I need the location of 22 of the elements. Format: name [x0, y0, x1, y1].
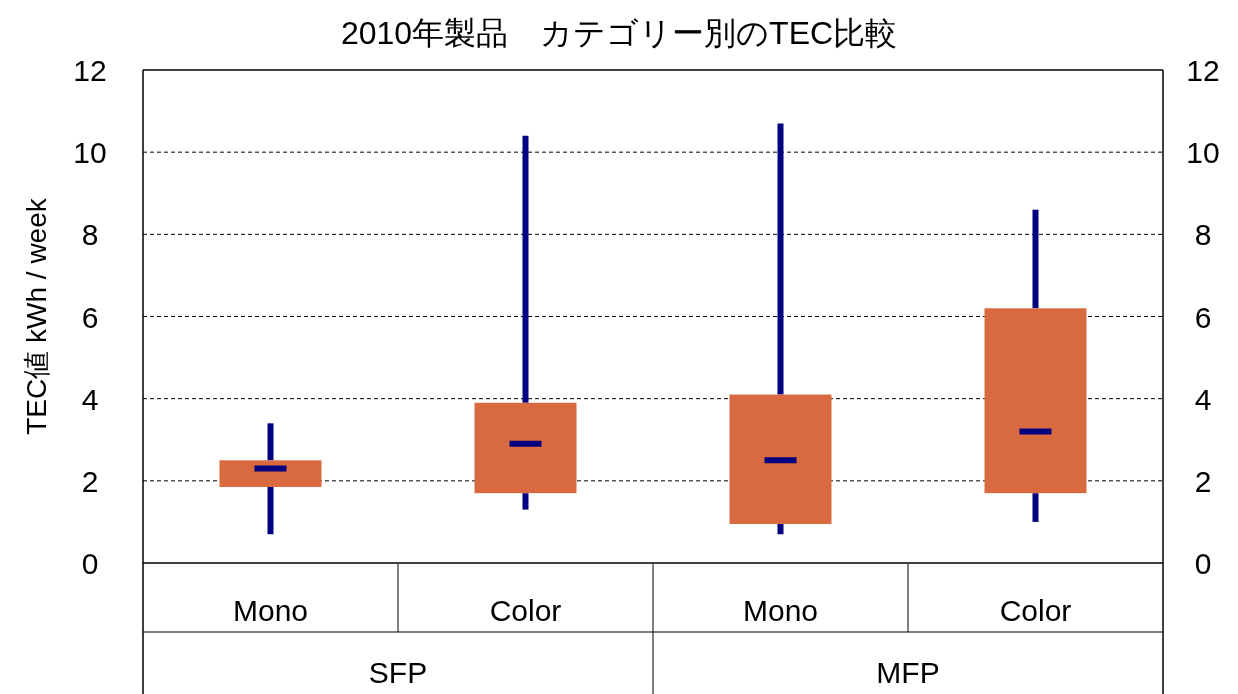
text: SFP — [368, 656, 428, 689]
y-tick-label: 8 — [81, 218, 99, 252]
y-tick-label: 0 — [81, 547, 99, 580]
y2-tick-label: 0 — [1194, 547, 1212, 580]
y-tick-label: 12 — [73, 54, 107, 87]
y-tick-label: 2 — [81, 464, 99, 498]
x-tick-label: Color — [489, 594, 562, 627]
y-tick-label: 6 — [81, 300, 99, 334]
y2-tick-label: 6 — [1194, 300, 1212, 334]
chart-title: 2010年製品 カテゴリー別のTEC比較 — [340, 15, 898, 51]
y2-tick-label: 12 — [1186, 54, 1220, 87]
x-tick-label: Mono — [742, 594, 819, 627]
x-tick-label: Mono — [232, 594, 309, 627]
y2-tick-label: 10 — [1186, 136, 1220, 170]
y2-tick-label: 8 — [1194, 218, 1212, 252]
x-tick-label: Color — [999, 594, 1072, 627]
y-tick-label: 10 — [73, 136, 107, 170]
y2-tick-label: 4 — [1194, 382, 1212, 416]
y-tick-label: 4 — [81, 382, 99, 416]
y2-tick-label: 2 — [1194, 464, 1212, 498]
y-axis-title: TEC値 kWh / week — [21, 197, 52, 435]
text: MFP — [876, 656, 940, 689]
